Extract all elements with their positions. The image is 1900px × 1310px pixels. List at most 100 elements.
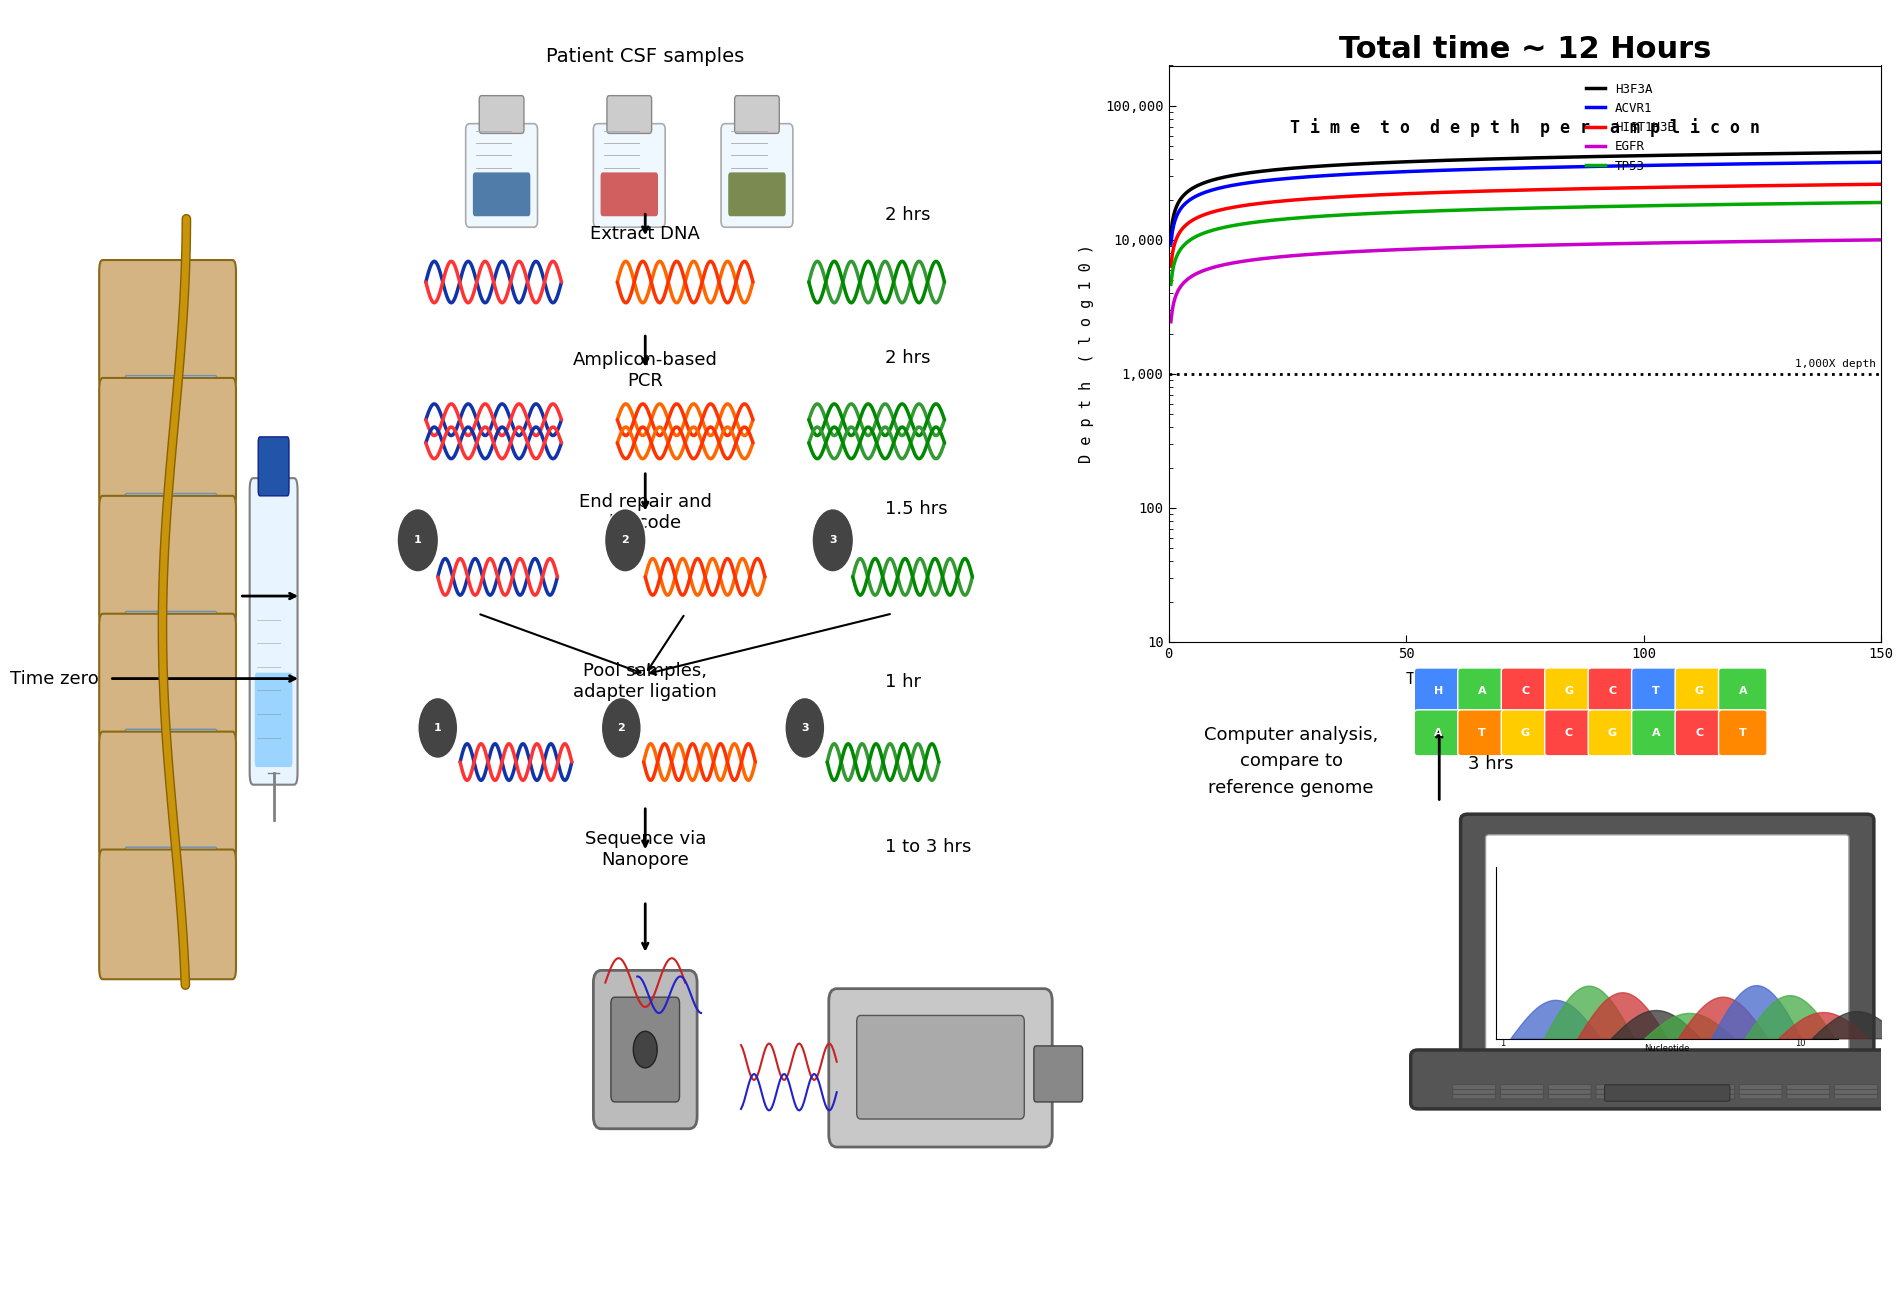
Text: C: C: [1695, 728, 1704, 738]
Text: Nucleotide: Nucleotide: [1645, 1044, 1689, 1053]
FancyBboxPatch shape: [99, 261, 236, 390]
FancyBboxPatch shape: [1548, 1094, 1590, 1099]
FancyBboxPatch shape: [1501, 668, 1550, 714]
X-axis label: T i m e  ( m i n u t e s ): T i m e ( m i n u t e s ): [1406, 672, 1644, 686]
FancyBboxPatch shape: [1454, 1090, 1495, 1094]
EGFR: [1543, 237, 1566, 253]
TP53: [1501, 200, 1524, 216]
FancyBboxPatch shape: [1454, 1085, 1495, 1090]
FancyBboxPatch shape: [1414, 668, 1463, 714]
Text: 1 to 3 hrs: 1 to 3 hrs: [885, 838, 971, 857]
FancyBboxPatch shape: [1676, 710, 1723, 756]
Text: 1: 1: [433, 723, 441, 732]
FancyBboxPatch shape: [99, 731, 236, 862]
TP53: [1159, 276, 1182, 292]
Text: A: A: [1651, 728, 1661, 738]
Ellipse shape: [163, 119, 384, 1120]
FancyBboxPatch shape: [1835, 1090, 1877, 1094]
FancyBboxPatch shape: [1738, 1085, 1782, 1090]
Text: 1: 1: [1499, 1039, 1505, 1048]
FancyBboxPatch shape: [1835, 1085, 1877, 1090]
FancyBboxPatch shape: [1548, 1085, 1590, 1090]
FancyBboxPatch shape: [1691, 1094, 1735, 1099]
Text: 10: 10: [1796, 1039, 1807, 1048]
FancyBboxPatch shape: [1644, 1094, 1687, 1099]
FancyBboxPatch shape: [99, 496, 236, 626]
FancyBboxPatch shape: [1545, 710, 1592, 756]
TP53: [1583, 199, 1605, 215]
FancyBboxPatch shape: [1604, 1085, 1729, 1102]
FancyBboxPatch shape: [258, 438, 289, 496]
FancyBboxPatch shape: [125, 730, 217, 765]
Circle shape: [604, 508, 646, 572]
Text: 1.5 hrs: 1.5 hrs: [885, 499, 948, 517]
FancyBboxPatch shape: [1632, 668, 1680, 714]
Text: Pool samples,
adapter ligation: Pool samples, adapter ligation: [574, 662, 716, 701]
ACVR1: [1742, 156, 1765, 172]
Text: H: H: [1434, 686, 1444, 696]
TP53: [1497, 200, 1520, 216]
Circle shape: [397, 508, 439, 572]
FancyBboxPatch shape: [735, 96, 779, 134]
Text: Time zero: Time zero: [10, 669, 99, 688]
FancyBboxPatch shape: [1457, 710, 1507, 756]
EGFR: [1497, 238, 1520, 254]
Text: 1: 1: [414, 536, 422, 545]
FancyBboxPatch shape: [99, 613, 236, 743]
FancyBboxPatch shape: [473, 173, 530, 216]
FancyBboxPatch shape: [1691, 1085, 1735, 1090]
FancyBboxPatch shape: [1786, 1090, 1830, 1094]
FancyBboxPatch shape: [1588, 710, 1636, 756]
FancyBboxPatch shape: [99, 379, 236, 507]
FancyBboxPatch shape: [857, 1015, 1024, 1119]
FancyBboxPatch shape: [1414, 710, 1463, 756]
FancyBboxPatch shape: [1596, 1085, 1638, 1090]
Text: G: G: [1520, 728, 1530, 738]
Text: Extract DNA: Extract DNA: [591, 225, 701, 242]
ACVR1: [1870, 155, 1892, 170]
Text: 3 hrs: 3 hrs: [1467, 755, 1512, 773]
FancyBboxPatch shape: [828, 989, 1053, 1148]
Text: 2: 2: [621, 536, 629, 545]
FancyBboxPatch shape: [612, 997, 680, 1102]
Text: C: C: [1566, 728, 1573, 738]
Line: ACVR1: ACVR1: [1170, 162, 1881, 244]
Circle shape: [418, 697, 458, 758]
Circle shape: [600, 697, 640, 758]
FancyBboxPatch shape: [255, 673, 293, 768]
Circle shape: [633, 1031, 657, 1068]
EGFR: [1870, 232, 1892, 248]
FancyBboxPatch shape: [1501, 1085, 1543, 1090]
H3F3A: [1159, 227, 1182, 242]
Legend: H3F3A, ACVR1, HIST1H3B, EGFR, TP53: H3F3A, ACVR1, HIST1H3B, EGFR, TP53: [1581, 77, 1680, 178]
FancyBboxPatch shape: [593, 123, 665, 227]
ACVR1: [1159, 236, 1182, 252]
EGFR: [1583, 236, 1605, 252]
FancyBboxPatch shape: [1596, 1094, 1638, 1099]
Text: G: G: [1607, 728, 1617, 738]
FancyBboxPatch shape: [1786, 1085, 1830, 1090]
EGFR: [1852, 232, 1875, 248]
TP53: [1543, 199, 1566, 215]
TP53: [1870, 195, 1892, 211]
HIST1H3B: [1852, 177, 1875, 193]
FancyBboxPatch shape: [1454, 1094, 1495, 1099]
FancyBboxPatch shape: [466, 123, 538, 227]
FancyBboxPatch shape: [1644, 1085, 1687, 1090]
Text: T: T: [1738, 728, 1746, 738]
FancyBboxPatch shape: [1632, 710, 1680, 756]
Line: EGFR: EGFR: [1170, 240, 1881, 322]
Text: Sequence via
Nanopore: Sequence via Nanopore: [585, 831, 707, 869]
ACVR1: [1497, 161, 1520, 177]
FancyBboxPatch shape: [1501, 1090, 1543, 1094]
TP53: [1852, 195, 1875, 211]
FancyBboxPatch shape: [479, 96, 524, 134]
HIST1H3B: [1501, 182, 1524, 198]
ACVR1: [1852, 155, 1875, 170]
FancyBboxPatch shape: [1034, 1045, 1083, 1102]
ACVR1: [1501, 160, 1524, 176]
FancyBboxPatch shape: [606, 96, 652, 134]
EGFR: [1742, 233, 1765, 249]
FancyBboxPatch shape: [1596, 1090, 1638, 1094]
FancyBboxPatch shape: [1738, 1094, 1782, 1099]
